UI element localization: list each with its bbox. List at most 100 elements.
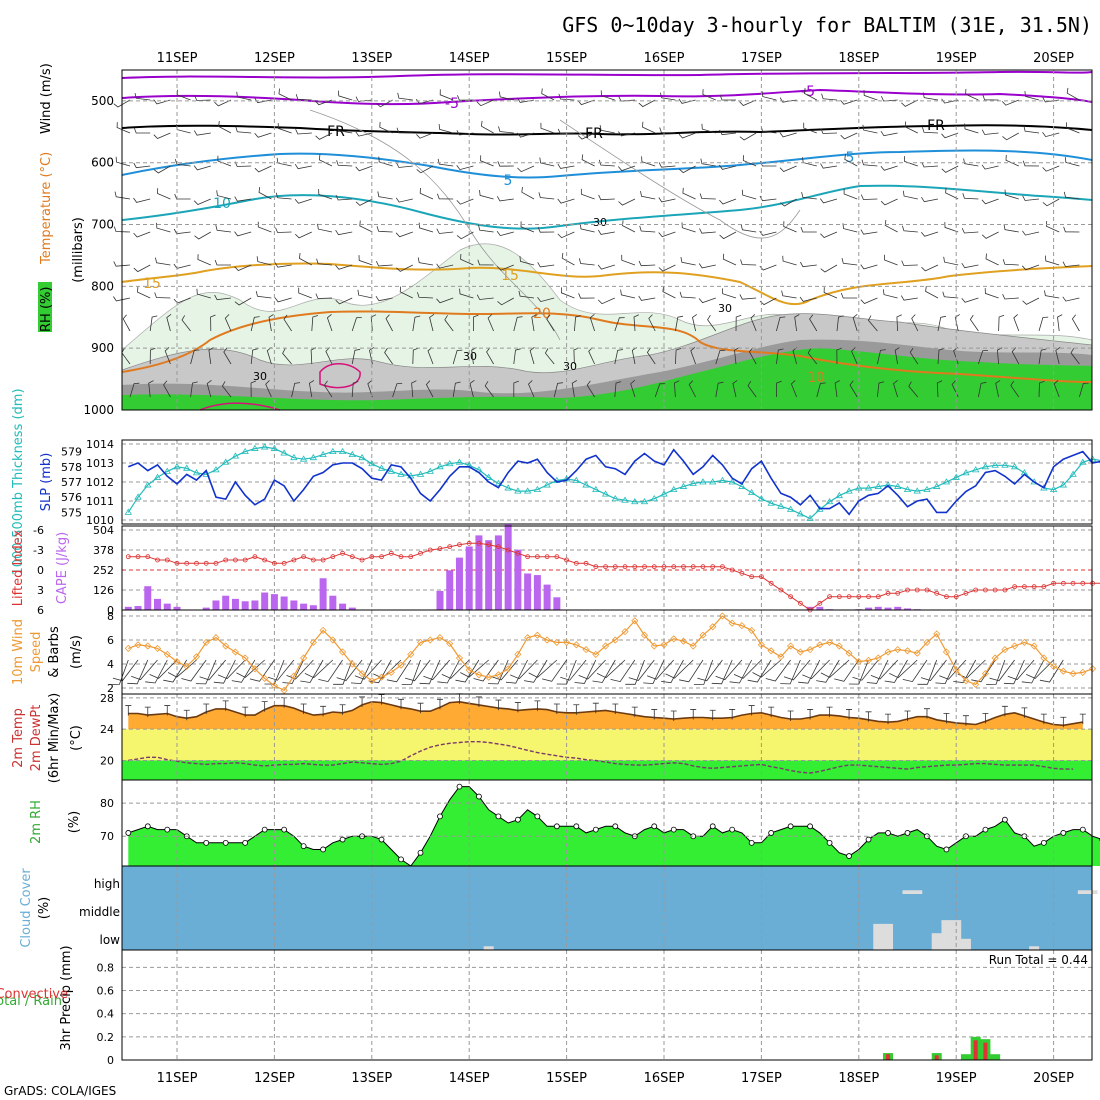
upper-wind-barb [294, 163, 312, 170]
wind-speed-point [826, 638, 834, 646]
upper-wind-barb [480, 155, 494, 167]
surface-wind-barb [333, 659, 353, 685]
upper-wind-barb [166, 313, 172, 332]
precip-convective-bar [973, 1040, 978, 1060]
upper-wind-barb [776, 316, 786, 332]
surface-wind-barb [953, 659, 977, 684]
date-label-top: 16SEP [644, 51, 685, 66]
surface-wind-barb [163, 659, 188, 683]
upper-wind-barb [921, 162, 939, 168]
upper-wind-barb [841, 258, 858, 266]
lifted-index-point [905, 587, 910, 593]
thickness-point [484, 473, 493, 480]
surface-wind-barb [610, 659, 636, 683]
thickness-point [514, 487, 522, 494]
surface-wind-barb [693, 659, 714, 685]
upper-wind-barb [1038, 348, 1047, 365]
upper-wind-barb [742, 155, 757, 167]
temp-minmax-marker [359, 696, 366, 707]
upper-wind-barb [376, 261, 393, 267]
thickness-point [942, 478, 951, 485]
upper-wind-barb [658, 231, 676, 238]
upper-wind-barb [223, 347, 232, 365]
rh-point [709, 823, 716, 830]
thickness-point [153, 473, 162, 480]
date-label-bottom: 16SEP [644, 1071, 685, 1086]
lifted-index-point [184, 560, 190, 566]
thickness-point [952, 473, 960, 480]
thickness-point [377, 464, 386, 471]
upper-wind-barb [429, 313, 435, 332]
thickness-point [884, 481, 892, 488]
lifted-index-point [1031, 584, 1037, 590]
contour-label: FR [585, 126, 603, 142]
lifted-index-point [174, 560, 180, 566]
upper-wind-barb [254, 165, 272, 173]
lifted-index-point [242, 557, 248, 563]
upper-wind-barb [197, 254, 211, 266]
cloud-cover-cell [873, 923, 884, 950]
surface-wind-barb [368, 659, 392, 684]
upper-wind-barb [794, 314, 800, 332]
upper-wind-barb [902, 190, 918, 200]
upper-wind-barb [852, 313, 858, 332]
temp-minmax-marker [475, 696, 482, 707]
rh-contour-gray [309, 109, 561, 341]
temp-minmax-marker [904, 710, 911, 722]
cloud-cover-cell [483, 946, 494, 950]
surface-wind-barb [917, 659, 938, 685]
lifted-index-point [720, 564, 725, 570]
upper-wind-barb [513, 380, 519, 397]
wind-speed-point [718, 612, 727, 620]
cape-bar [865, 607, 873, 610]
cape-bar [436, 590, 444, 610]
upper-wind-barb [499, 91, 514, 101]
thickness-point [134, 493, 142, 500]
thickness-point [806, 514, 814, 521]
surface-wind-barb [350, 659, 373, 685]
rh-point [534, 813, 541, 820]
upper-wind-barb [358, 255, 373, 266]
upper-wind-barb [1063, 226, 1080, 233]
upper-wind-barb [836, 347, 842, 365]
wind-speed-point [582, 646, 590, 654]
wind-speed-point [504, 665, 512, 673]
lifted-index-point [155, 557, 160, 563]
footer-credit: GrADS: COLA/IGES [4, 1084, 116, 1098]
lifted-index-point [554, 554, 560, 560]
wind-speed-point [153, 644, 162, 652]
upper-wind-barb [385, 314, 393, 332]
thickness-point [679, 482, 688, 489]
upper-wind-barb [375, 295, 393, 302]
wind-speed-point [173, 658, 181, 666]
surface-wind-barb [488, 659, 509, 685]
thickness-point [747, 488, 756, 496]
surface-wind-barb [231, 659, 256, 683]
surface-wind-barb [902, 659, 928, 683]
upper-wind-barb [122, 314, 131, 332]
upper-wind-barb [497, 297, 514, 306]
upper-wind-barb [840, 132, 858, 140]
li-axis-label: Lifted Index [11, 529, 26, 606]
wind-speed-point [134, 641, 142, 649]
upper-wind-barb [355, 198, 373, 206]
thickness-point [835, 491, 844, 499]
upper-wind-barb [529, 346, 535, 365]
thickness-point [290, 453, 298, 461]
temp-band-green [122, 760, 1092, 780]
upper-wind-barb [396, 264, 413, 272]
upper-air-panel: -5 -5 FR FR FR 5 5 10 15 15 20 10 30 30 30 30 30 500 600 70… [38, 63, 1093, 417]
upper-wind-barb [214, 259, 231, 266]
upper-wind-barb [557, 231, 575, 239]
lifted-index-point [963, 590, 969, 596]
upper-wind-barb [740, 259, 757, 266]
wind-speed-point [485, 673, 493, 681]
thickness-point [358, 453, 366, 461]
wind-speed-point [864, 656, 873, 664]
lifted-index-point [612, 564, 618, 570]
rh-point [651, 823, 658, 830]
cloud-cover-cell [931, 933, 942, 950]
temp-minmax-marker [300, 703, 307, 714]
wind-speed-point [416, 638, 425, 646]
slp-tick-label: 1013 [86, 457, 114, 470]
